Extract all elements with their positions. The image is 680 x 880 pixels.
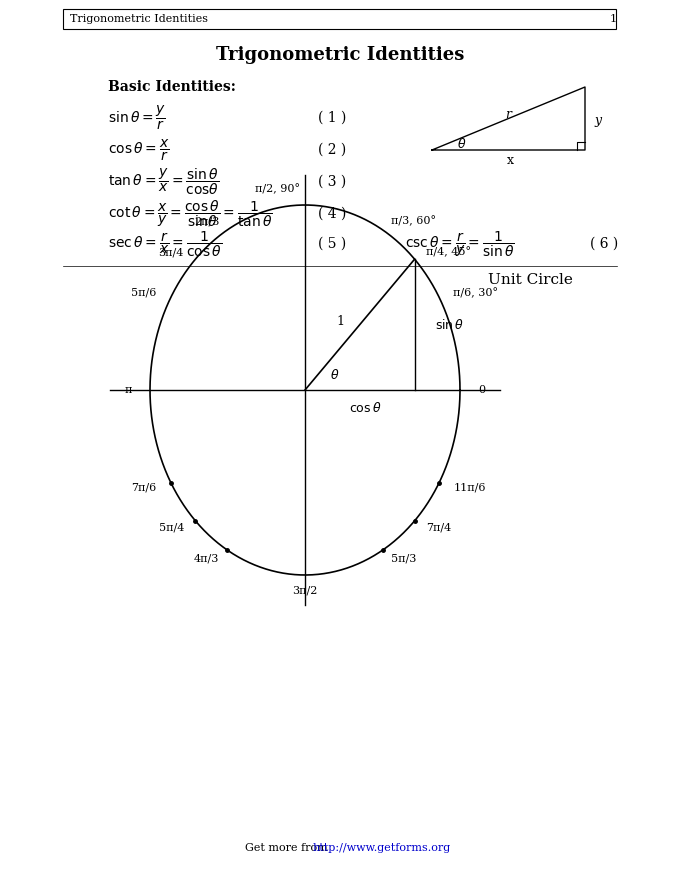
Text: ( 4 ): ( 4 ): [318, 207, 346, 221]
Text: π/3, 60°: π/3, 60°: [390, 216, 436, 226]
Text: 7π/6: 7π/6: [131, 482, 156, 493]
Text: $\mathrm{sin}\,\theta = \dfrac{y}{r}$: $\mathrm{sin}\,\theta = \dfrac{y}{r}$: [108, 104, 166, 132]
Text: π/2, 90°: π/2, 90°: [255, 184, 300, 194]
Text: 2π/3: 2π/3: [194, 216, 220, 226]
Text: $\theta$: $\theta$: [457, 137, 466, 151]
Text: 7π/4: 7π/4: [426, 523, 452, 532]
Text: 3π/2: 3π/2: [292, 585, 318, 595]
Text: π/6, 30°: π/6, 30°: [454, 287, 498, 297]
Text: $\mathrm{cot}\,\theta = \dfrac{x}{y} = \dfrac{\mathrm{cos}\,\theta}{\mathrm{sin}: $\mathrm{cot}\,\theta = \dfrac{x}{y} = \…: [108, 199, 273, 229]
Text: $\mathrm{csc}\,\theta = \dfrac{r}{y} = \dfrac{1}{\mathrm{sin}\,\theta}$: $\mathrm{csc}\,\theta = \dfrac{r}{y} = \…: [405, 230, 515, 259]
Text: 4π/3: 4π/3: [194, 554, 220, 564]
Text: $\mathrm{cos}\,\theta$: $\mathrm{cos}\,\theta$: [349, 401, 381, 415]
Text: 5π/3: 5π/3: [390, 554, 416, 564]
Text: 5π/6: 5π/6: [131, 288, 156, 297]
Text: Trigonometric Identities: Trigonometric Identities: [70, 14, 208, 24]
Text: 0: 0: [478, 385, 485, 395]
Text: $\mathrm{cos}\,\theta = \dfrac{x}{r}$: $\mathrm{cos}\,\theta = \dfrac{x}{r}$: [108, 137, 169, 163]
Text: x: x: [507, 153, 513, 166]
Text: ( 3 ): ( 3 ): [318, 175, 346, 189]
Text: 3π/4: 3π/4: [158, 247, 184, 257]
Text: Unit Circle: Unit Circle: [488, 273, 573, 287]
Text: 11π/6: 11π/6: [454, 482, 486, 493]
Text: $\mathrm{tan}\,\theta = \dfrac{y}{x} = \dfrac{\mathrm{sin}\,\theta}{\mathrm{cos}: $\mathrm{tan}\,\theta = \dfrac{y}{x} = \…: [108, 167, 220, 197]
Text: $\mathrm{sec}\,\theta = \dfrac{r}{x} = \dfrac{1}{\mathrm{cos}\,\theta}$: $\mathrm{sec}\,\theta = \dfrac{r}{x} = \…: [108, 230, 222, 259]
Text: http://www.getforms.org: http://www.getforms.org: [313, 843, 452, 853]
Text: ( 2 ): ( 2 ): [318, 143, 346, 157]
Text: Trigonometric Identities: Trigonometric Identities: [216, 46, 464, 64]
Text: r: r: [505, 107, 511, 121]
Text: π: π: [124, 385, 132, 395]
Text: ( 6 ): ( 6 ): [590, 237, 618, 251]
Text: Get more from: Get more from: [245, 843, 331, 853]
Text: π/4, 45°: π/4, 45°: [426, 247, 471, 258]
Text: $\mathrm{sin}\,\theta$: $\mathrm{sin}\,\theta$: [435, 318, 464, 332]
Text: $\theta$: $\theta$: [330, 368, 340, 382]
Text: y: y: [594, 114, 602, 127]
Text: 5π/4: 5π/4: [158, 523, 184, 532]
Text: 1: 1: [337, 315, 344, 327]
Text: ( 1 ): ( 1 ): [318, 111, 346, 125]
Text: Basic Identities:: Basic Identities:: [108, 80, 236, 94]
Text: 1: 1: [610, 14, 617, 24]
Text: ( 5 ): ( 5 ): [318, 237, 346, 251]
Bar: [63, 9, 616, 29]
